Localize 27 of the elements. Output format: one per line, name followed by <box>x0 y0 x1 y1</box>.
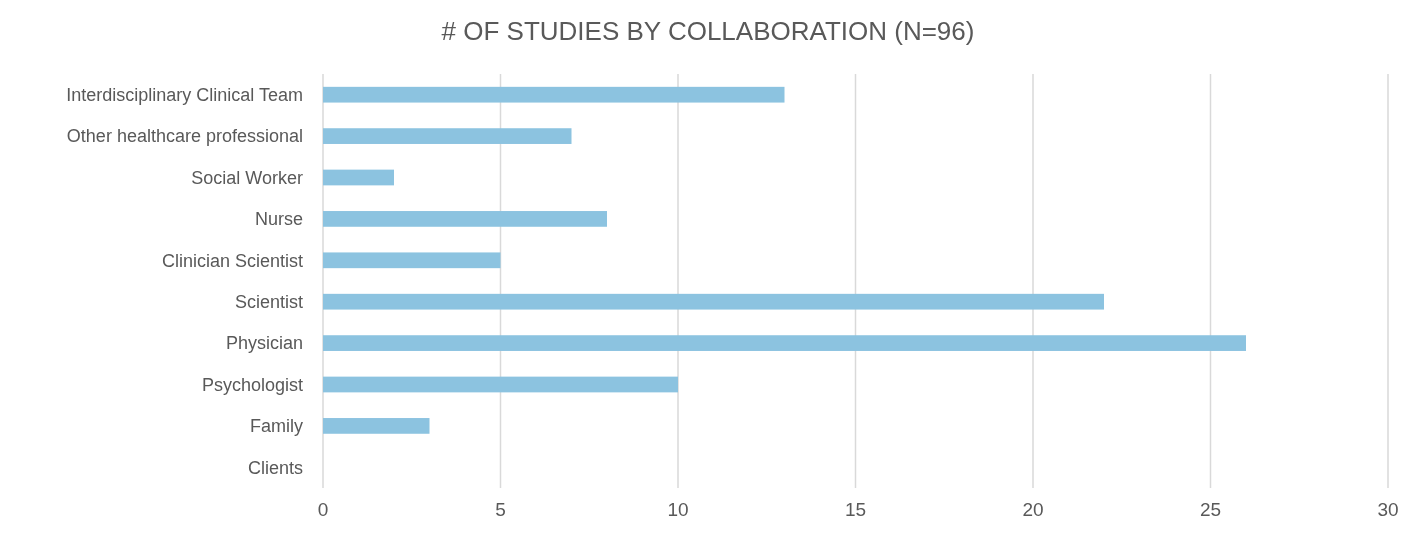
bar <box>323 211 607 227</box>
y-tick-label: Social Worker <box>191 167 303 188</box>
y-tick-label: Family <box>250 416 303 437</box>
y-tick-label: Other healthcare professional <box>66 126 303 147</box>
x-tick-label: 10 <box>667 499 689 520</box>
y-tick-label: Physician <box>225 333 303 354</box>
bar <box>323 335 1246 351</box>
bar <box>323 252 501 269</box>
bar <box>323 128 572 144</box>
y-tick-label: Clients <box>247 457 303 478</box>
x-tick-label: 20 <box>1022 499 1044 520</box>
bar <box>323 376 678 393</box>
y-tick-label: Psychologist <box>201 374 303 395</box>
bar <box>323 169 394 186</box>
bar <box>323 418 430 434</box>
y-tick-label: Clinician Scientist <box>161 250 303 271</box>
x-tick-label: 30 <box>1377 499 1399 520</box>
bar <box>323 293 1104 310</box>
x-tick-label: 25 <box>1199 499 1222 520</box>
bar <box>323 86 785 103</box>
x-tick-label: 5 <box>495 499 506 520</box>
y-tick-label: Nurse <box>254 209 303 230</box>
y-tick-label: Scientist <box>234 292 303 312</box>
chart-title: # OF STUDIES BY COLLABORATION (N=96) <box>441 16 975 46</box>
y-tick-label: Interdisciplinary Clinical Team <box>66 85 303 105</box>
x-tick-label: 0 <box>317 499 329 520</box>
x-tick-label: 15 <box>844 499 867 520</box>
